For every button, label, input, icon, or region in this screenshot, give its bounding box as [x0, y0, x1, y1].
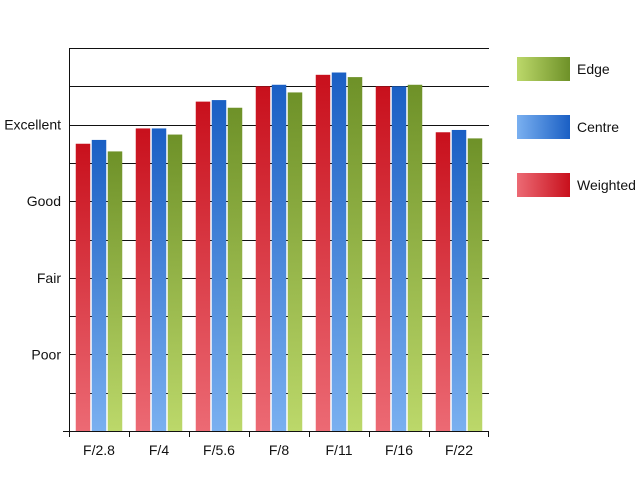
axes [63, 48, 489, 437]
legend-swatch-centre [517, 115, 570, 139]
bar-centre-f-22 [451, 129, 467, 431]
bar-edge-f-5-6 [227, 107, 243, 432]
x-tick-label-f-11: F/11 [326, 442, 353, 458]
bar-edge-f-11 [347, 77, 363, 431]
y-tick-label-good: Good [27, 193, 61, 209]
legend-label-edge: Edge [577, 61, 610, 77]
x-tick-label-f-8: F/8 [269, 442, 289, 458]
legend-swatch-edge [517, 57, 570, 81]
y-tick-labels: Poor Fair Good Excellent [4, 117, 61, 363]
y-tick-label-excellent: Excellent [4, 117, 61, 133]
bar-centre-f-2-8 [91, 139, 107, 432]
x-tick-label-f-5-6: F/5.6 [203, 442, 235, 458]
y-tick-label-fair: Fair [37, 270, 61, 286]
bars [75, 72, 483, 432]
y-tick-label-poor: Poor [31, 346, 61, 362]
x-tick-label-f-4: F/4 [149, 442, 169, 458]
x-tick-labels: F/2.8 F/4 F/5.6 F/8 F/11 F/16 F/22 [83, 442, 473, 458]
bar-edge-f-22 [467, 138, 483, 431]
legend-swatch-weighted [517, 173, 570, 197]
bar-centre-f-11 [331, 72, 347, 432]
legend-label-centre: Centre [577, 119, 619, 135]
bar-centre-f-16 [391, 86, 407, 432]
bar-edge-f-16 [407, 84, 423, 431]
bar-edge-f-4 [167, 134, 183, 432]
bar-edge-f-2-8 [107, 151, 123, 431]
bar-edge-f-8 [287, 92, 303, 431]
bar-weighted-f-4 [135, 128, 151, 431]
bar-weighted-f-16 [375, 86, 391, 432]
bar-weighted-f-5-6 [195, 101, 211, 432]
bar-weighted-f-2-8 [75, 143, 91, 431]
x-tick-label-f-2-8: F/2.8 [83, 442, 115, 458]
bar-centre-f-8 [271, 84, 287, 431]
legend: Edge Centre Weighted [517, 57, 636, 197]
x-tick-label-f-16: F/16 [385, 442, 413, 458]
bar-weighted-f-11 [315, 74, 331, 431]
x-tick-label-f-22: F/22 [445, 442, 473, 458]
bar-centre-f-4 [151, 128, 167, 431]
bar-weighted-f-8 [255, 86, 271, 432]
legend-label-weighted: Weighted [577, 177, 636, 193]
bar-weighted-f-22 [435, 132, 451, 431]
bar-centre-f-5-6 [211, 100, 227, 431]
